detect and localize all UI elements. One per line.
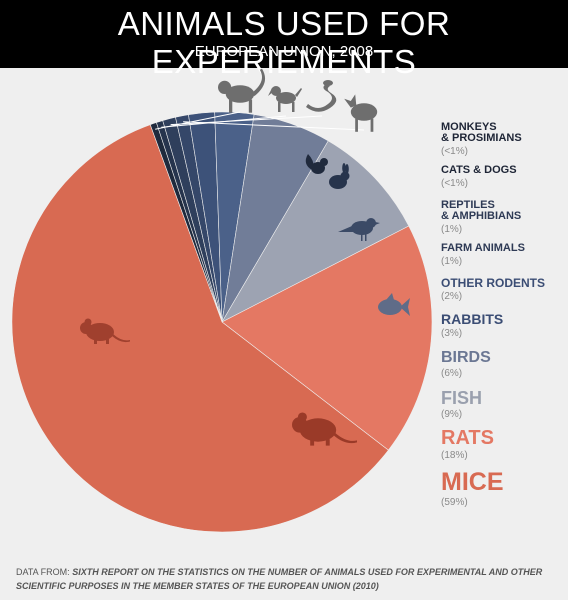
header: ANIMALS USED FOR EXPERIEMENTS EUROPEAN U… <box>0 0 568 80</box>
rabbit-icon <box>329 163 350 189</box>
legend-item-fish: FISH (9%) <box>441 389 482 420</box>
legend-label: CATS & DOGS <box>441 164 517 176</box>
pie-chart <box>11 68 433 533</box>
fish-icon <box>378 293 410 316</box>
rat-icon <box>292 412 357 446</box>
legend-label: BIRDS <box>441 349 491 366</box>
sheep-icon <box>344 94 378 132</box>
legend-percent: (9%) <box>441 409 463 420</box>
legend-label: REPTILES & AMPHIBIANS <box>441 199 522 222</box>
legend-item-monkeys-prosimians: MONKEYS & PROSIMIANS (<1%) <box>441 121 522 158</box>
legend-item-rats: RATS (18%) <box>441 428 494 461</box>
leader-line <box>183 121 365 131</box>
legend-item-birds: BIRDS (6%) <box>441 349 491 380</box>
legend-item-other-rodents: OTHER RODENTS (2%) <box>441 277 545 302</box>
footer-source: DATA FROM: SIXTH REPORT ON THE STATISTIC… <box>16 565 561 593</box>
footer-prefix: DATA FROM: <box>16 567 70 577</box>
legend-item-cats-dogs: CATS & DOGS (<1%) <box>441 164 517 190</box>
legend-label: FARM ANIMALS <box>441 242 525 254</box>
bird-icon <box>338 218 380 241</box>
snake-icon <box>306 80 337 112</box>
legend-percent: (1%) <box>441 256 463 267</box>
legend-item-farm-animals: FARM ANIMALS (1%) <box>441 242 525 268</box>
legend-item-rabbits: RABBITS (3%) <box>441 312 503 339</box>
dog-icon <box>268 86 302 112</box>
legend-item-reptiles-amphibians: REPTILES & AMPHIBIANS (1%) <box>441 199 522 236</box>
pie-slice-rats <box>221 225 433 451</box>
monkey-icon <box>218 68 266 113</box>
squirrel-icon <box>305 154 328 174</box>
leader-line <box>170 115 323 126</box>
legend-percent: (6%) <box>441 368 463 379</box>
legend-percent: (<1%) <box>441 178 468 189</box>
legend-label: RABBITS <box>441 311 504 327</box>
mouse-icon <box>80 318 130 344</box>
legend-label: MONKEYS & PROSIMIANS <box>441 121 522 144</box>
legend-percent: (59%) <box>441 497 468 508</box>
page-title: ANIMALS USED FOR EXPERIEMENTS <box>117 5 451 80</box>
pie-slice-fish <box>221 140 410 323</box>
legend-percent: (<1%) <box>441 146 468 157</box>
legend-label: MICE <box>441 468 504 496</box>
legend-item-mice: MICE (59%) <box>441 468 504 509</box>
legend-label: FISH <box>441 388 483 408</box>
legend-label: RATS <box>441 427 494 449</box>
legend-label: OTHER RODENTS <box>441 276 546 290</box>
page-subtitle: EUROPEAN UNION, 2008 <box>194 43 374 60</box>
legend-percent: (1%) <box>441 224 463 235</box>
footer-source-text: SIXTH REPORT ON THE STATISTICS ON THE NU… <box>16 567 543 591</box>
legend-percent: (2%) <box>441 291 463 302</box>
legend-percent: (18%) <box>441 450 468 461</box>
legend-percent: (3%) <box>441 328 463 339</box>
